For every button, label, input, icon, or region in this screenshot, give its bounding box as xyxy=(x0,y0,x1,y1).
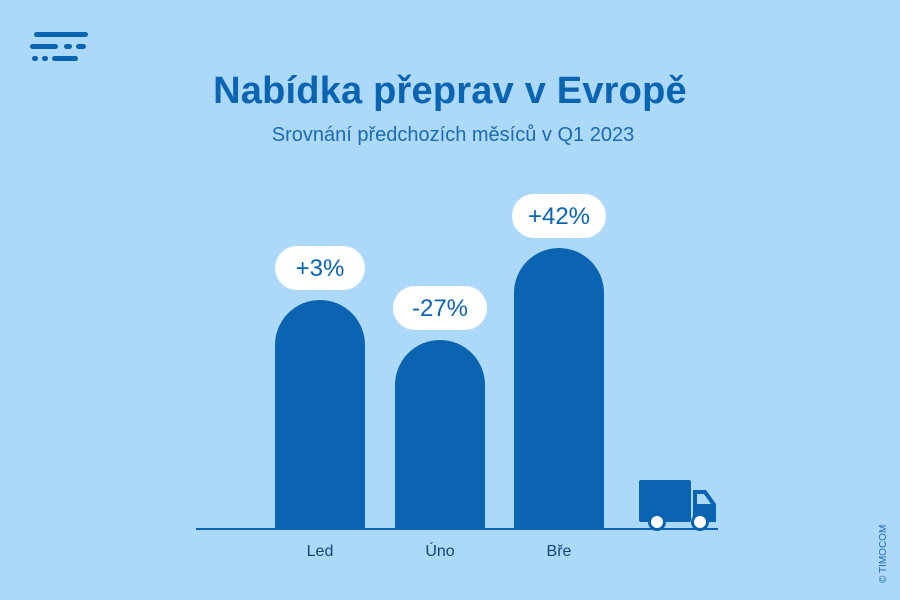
data-label-1: -27% xyxy=(412,295,468,322)
data-label-0: +3% xyxy=(296,255,345,282)
bar-0 xyxy=(275,300,365,529)
category-label-0: Led xyxy=(307,543,334,560)
copyright-credit: © TIMOCOM xyxy=(878,524,889,583)
chart-subtitle: Srovnání předchozích měsíců v Q1 2023 xyxy=(271,124,635,146)
chart-title: Nabídka přeprav v Evropě xyxy=(213,70,687,112)
delivery-truck-icon xyxy=(639,480,716,531)
bar-1 xyxy=(395,340,485,529)
data-label-bubble-1 xyxy=(393,286,487,330)
category-label-1: Úno xyxy=(425,541,454,560)
timocom-logo-icon xyxy=(30,32,88,61)
category-label-2: Bře xyxy=(547,543,572,560)
bar-2 xyxy=(514,248,604,529)
data-label-bubble-2 xyxy=(512,194,606,238)
data-label-bubble-0 xyxy=(275,246,365,290)
data-label-2: +42% xyxy=(528,203,590,230)
